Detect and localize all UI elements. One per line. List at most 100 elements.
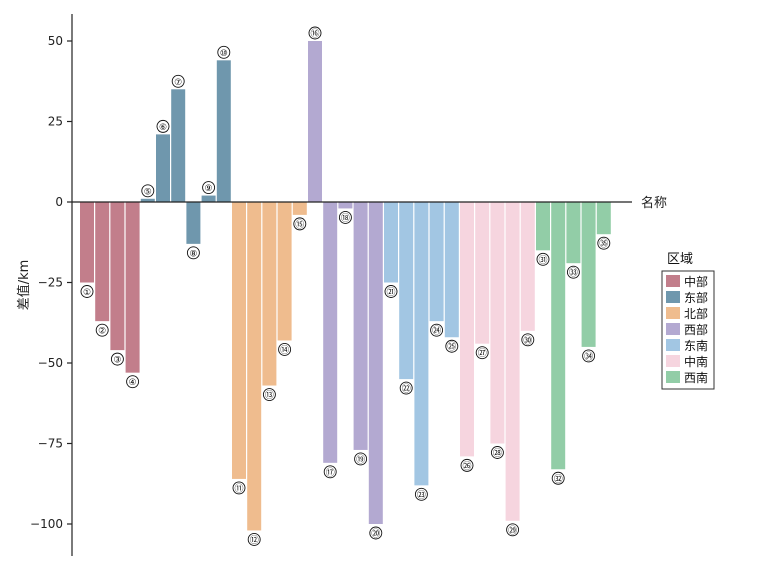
bar: [156, 134, 170, 202]
y-ticks: 50 25 0 −25 −50 −75 −100: [30, 34, 72, 531]
bar-label-circle: [217, 45, 231, 59]
bar-label-circle: [399, 381, 413, 395]
bar-label: ⑪: [232, 481, 246, 495]
bar-label-text: ㉓: [417, 490, 426, 501]
bar-label: ⑬: [262, 388, 276, 401]
bar-label: ㉗: [475, 346, 489, 360]
bar-label: ⑤: [141, 184, 155, 197]
legend-label: 北部: [684, 306, 708, 321]
legend-label: 中部: [684, 274, 708, 289]
bar-label-text: ㉝: [569, 268, 578, 279]
bar-label-circle: [506, 523, 520, 537]
bar: [216, 60, 231, 202]
bar-label: ⑲: [354, 452, 368, 465]
bar-label-text: ⑮: [295, 219, 304, 230]
bar-label-circle: [126, 375, 140, 389]
bar-label: ⑯: [308, 26, 322, 40]
bar-label-text: ⑰: [326, 467, 335, 478]
bar-label-circle: [80, 285, 94, 298]
bar-label-text: ⑨: [205, 184, 213, 194]
bar-label-circle: [384, 285, 398, 298]
bar-label-circle: [414, 487, 428, 501]
bar: [490, 202, 505, 444]
bar-label-circle: [536, 252, 550, 266]
bar-label-circle: [232, 481, 246, 495]
bar-label-text: ⑩: [220, 49, 228, 59]
bar-label: ⑰: [323, 465, 337, 478]
bar-label-circle: [445, 339, 459, 353]
legend-label: 中南: [684, 354, 708, 369]
bar-label-text: ⑳: [371, 529, 380, 540]
y-tick-label: −50: [38, 356, 63, 370]
bar-label-circle: [430, 323, 444, 337]
bar: [460, 202, 474, 457]
y-axis-label: 差值/km: [16, 260, 32, 311]
bar-label-circle: [475, 346, 489, 360]
legend-swatch: [666, 323, 680, 335]
bar: [308, 41, 322, 202]
bar: [368, 202, 383, 524]
legend-label: 西部: [684, 322, 708, 337]
bar-label: ⑭: [278, 343, 292, 356]
bar-label-text: ⑥: [159, 123, 167, 133]
bar-label-text: ⑲: [356, 454, 365, 465]
legend-label: 西南: [684, 370, 708, 385]
bar-label: ㉑: [384, 285, 398, 298]
bar: [140, 198, 155, 202]
bar-label: ⑮: [293, 217, 307, 231]
bar-label: ④: [126, 375, 140, 389]
legend-swatch: [666, 275, 680, 287]
bar-label-text: ⑯: [310, 29, 319, 40]
bar: [505, 202, 520, 521]
bar-label: ㉜: [551, 471, 565, 485]
y-tick-label: −75: [38, 437, 63, 451]
bar: [186, 202, 201, 244]
bar-label-text: ㉙: [508, 525, 517, 536]
bar: [323, 202, 338, 463]
bar: [520, 202, 535, 331]
legend-swatch: [666, 291, 680, 303]
bar-label-circle: [278, 343, 292, 356]
bar: [262, 202, 277, 386]
bar: [232, 202, 246, 479]
bar-label-text: ②: [98, 327, 106, 337]
bar-label-circle: [490, 446, 504, 459]
bar-label-circle: [202, 181, 216, 195]
bar-label-circle: [338, 210, 352, 224]
bar-label-circle: [566, 265, 580, 279]
legend-title: 区域: [667, 252, 693, 267]
bar-label: ㉝: [566, 265, 580, 279]
bar-label-text: ④: [129, 378, 137, 388]
legend-swatch: [666, 355, 680, 367]
bar-label-circle: [247, 532, 261, 546]
legend-label: 东部: [684, 290, 708, 305]
bar-label: ⑩: [217, 45, 231, 59]
bar: [338, 202, 353, 209]
bar-label-circle: [262, 388, 276, 401]
bar: [125, 202, 140, 373]
legend-label: 东南: [684, 338, 708, 353]
legend-box: [661, 270, 715, 390]
bar-label: ㉛: [536, 252, 550, 266]
bar-label: ③: [110, 352, 124, 366]
bar-label-text: ⑤: [144, 187, 152, 197]
bar-label: ㉟: [597, 236, 611, 250]
bar: [399, 202, 414, 380]
bar: [596, 202, 611, 235]
bar-label: ⑫: [247, 532, 261, 546]
bar: [95, 202, 110, 322]
bar-label-circle: [521, 333, 535, 347]
bar-label-text: ㉔: [432, 326, 441, 337]
bar: [444, 202, 459, 338]
bar-label-circle: [293, 217, 307, 231]
bar: [536, 202, 550, 251]
bar-label-circle: [551, 471, 565, 485]
y-tick-label: −100: [30, 517, 63, 531]
bar-label-text: ⑧: [189, 249, 197, 259]
bar-label: ㉙: [506, 523, 520, 537]
bar-label: ②: [95, 323, 109, 337]
bar-label-text: ㉕: [447, 342, 456, 353]
bar: [551, 202, 566, 470]
